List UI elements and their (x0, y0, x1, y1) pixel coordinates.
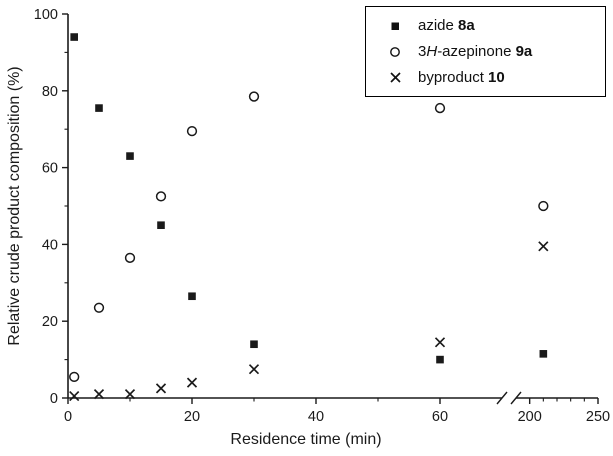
data-point-square (436, 355, 444, 364)
legend-item: azide 8a (372, 14, 597, 37)
data-point-circle (186, 125, 198, 137)
legend: azide 8a 3H-azepinone 9a byproduct 10 (365, 6, 606, 97)
legend-label: 3H-azepinone 9a (418, 43, 533, 60)
y-tick-label: 20 (42, 314, 58, 330)
data-point-circle (538, 200, 549, 212)
data-point-x (538, 241, 549, 252)
legend-label: byproduct 10 (418, 69, 505, 86)
data-point-square (250, 340, 258, 349)
y-tick-label: 0 (50, 391, 58, 407)
data-point-square (126, 152, 134, 160)
legend-item: byproduct 10 (372, 66, 597, 89)
data-point-square (157, 221, 165, 229)
filled-square-marker-icon (372, 20, 418, 32)
y-tick-label: 40 (42, 237, 58, 253)
open-circle-marker-icon (372, 46, 418, 58)
data-point-x (186, 377, 198, 388)
data-point-circle (248, 91, 260, 102)
data-point-circle (434, 102, 446, 114)
legend-label: azide 8a (418, 17, 475, 34)
data-point-x (69, 390, 80, 402)
x-tick-label: 250 (586, 409, 610, 425)
data-point-square (188, 292, 196, 301)
y-tick-label: 80 (42, 84, 58, 100)
y-tick-label: 60 (42, 161, 58, 177)
axis-break-icon (496, 391, 508, 405)
x-tick-label: 20 (184, 409, 200, 425)
data-point-circle (124, 252, 136, 263)
data-point-square (70, 33, 78, 41)
data-point-circle (155, 191, 167, 202)
x-tick-label: 40 (308, 409, 324, 425)
x-cross-marker-icon (372, 71, 418, 84)
x-tick-label: 0 (64, 409, 72, 425)
plot-area: 0 20 40 60 200 250 0 20 40 60 80 100 (34, 7, 610, 425)
x-axis-label: Residence time (min) (230, 431, 381, 448)
legend-item: 3H-azepinone 9a (372, 40, 597, 63)
x-tick-label: 200 (518, 409, 542, 425)
data-point-circle (93, 302, 105, 313)
data-point-square (539, 350, 548, 358)
x-tick-label: 60 (432, 409, 448, 425)
y-tick-label: 100 (34, 7, 58, 23)
y-axis-label: Relative crude product composition (%) (6, 66, 23, 345)
axis-break-icon (510, 391, 522, 405)
data-point-x (93, 389, 105, 400)
data-point-x (434, 337, 446, 348)
data-point-x (155, 383, 167, 394)
data-point-x (124, 389, 136, 400)
data-point-square (95, 104, 103, 112)
data-point-circle (69, 371, 80, 383)
data-point-x (248, 364, 260, 375)
